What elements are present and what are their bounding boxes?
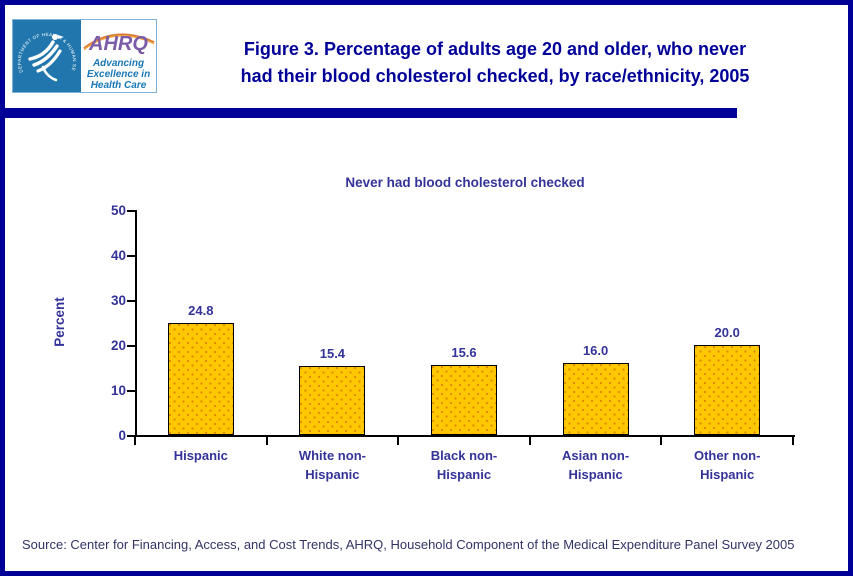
ahrq-acronym: AHRQ <box>89 33 148 55</box>
bar-hispanic <box>167 323 234 435</box>
hhs-seal: DEPARTMENT OF HEALTH & HUMAN SERVICES • … <box>11 16 81 92</box>
source-note: Source: Center for Financing, Access, an… <box>22 537 795 552</box>
x-axis-line <box>135 435 795 437</box>
category-label: Asian non- Hispanic <box>530 446 662 484</box>
y-tick <box>127 210 135 212</box>
y-tick-label: 10 <box>110 383 126 398</box>
ahrq-tagline-line3: Health Care <box>90 80 147 91</box>
y-tick <box>127 390 135 392</box>
figure-title-line2: had their blood cholesterol checked, by … <box>240 66 750 86</box>
y-tick <box>127 300 135 302</box>
x-tick <box>134 437 136 445</box>
bar-value-label: 15.6 <box>451 344 477 360</box>
ahrq-tagline-line1: Advancing <box>92 58 145 69</box>
ahrq-tagline: Advancing Excellence in Health Care <box>81 58 156 91</box>
bar-black-non-hispanic <box>431 364 497 435</box>
category-label-line: Hispanic <box>436 467 492 482</box>
x-tick <box>792 437 794 445</box>
figure-title: Figure 3. Percentage of adults age 20 an… <box>150 36 840 90</box>
category-label: Black non- Hispanic <box>398 446 530 484</box>
category-label-line: Black non- <box>430 448 498 463</box>
y-tick-label: 20 <box>110 338 126 353</box>
bar-white-non-hispanic <box>299 365 366 435</box>
chart-title: Never had blood cholesterol checked <box>345 175 585 190</box>
category-label: Other non- Hispanic <box>661 446 793 484</box>
y-tick <box>127 255 135 257</box>
hhs-ahrq-logo: DEPARTMENT OF HEALTH & HUMAN SERVICES • … <box>11 16 157 93</box>
y-tick-label: 50 <box>110 203 126 218</box>
y-tick <box>127 435 135 437</box>
y-axis-line <box>135 210 137 437</box>
category-label-line: Other non- <box>693 448 761 463</box>
category-label-line: Hispanic <box>173 448 228 463</box>
category-label-line: Hispanic <box>568 467 623 482</box>
header-divider-bar <box>5 108 737 118</box>
ahrq-logo-panel: AHRQ Advancing Excellence in Health Care <box>81 20 156 92</box>
category-label-line: Asian non- <box>562 448 630 463</box>
bar-value-label: 16.0 <box>582 343 609 358</box>
ahrq-tagline-line2: Excellence in <box>86 69 151 80</box>
ahrq-swoosh-icon <box>83 33 155 51</box>
bar-asian-non-hispanic <box>562 363 629 435</box>
bar-value-label: 15.4 <box>319 345 346 361</box>
x-tick <box>528 437 531 445</box>
x-tick <box>397 437 400 445</box>
category-label-line: Hispanic <box>305 467 360 482</box>
y-tick-label: 40 <box>110 248 126 263</box>
bar-other-non-hispanic <box>694 345 761 435</box>
y-tick-label: 30 <box>110 293 126 308</box>
bar-value-label: 20.0 <box>714 325 740 340</box>
x-tick <box>660 437 663 445</box>
category-label: White non- Hispanic <box>266 446 398 484</box>
figure-title-line1: Figure 3. Percentage of adults age 20 an… <box>243 39 747 59</box>
category-label: Hispanic <box>135 446 267 465</box>
category-label-line: White non- <box>298 448 366 463</box>
y-tick <box>127 345 135 347</box>
category-label-line: Hispanic <box>700 467 755 482</box>
y-tick-label: 0 <box>118 428 126 443</box>
x-tick <box>265 437 268 445</box>
bar-value-label: 24.8 <box>188 303 214 319</box>
hhs-eagle-icon: DEPARTMENT OF HEALTH & HUMAN SERVICES • … <box>11 16 77 82</box>
